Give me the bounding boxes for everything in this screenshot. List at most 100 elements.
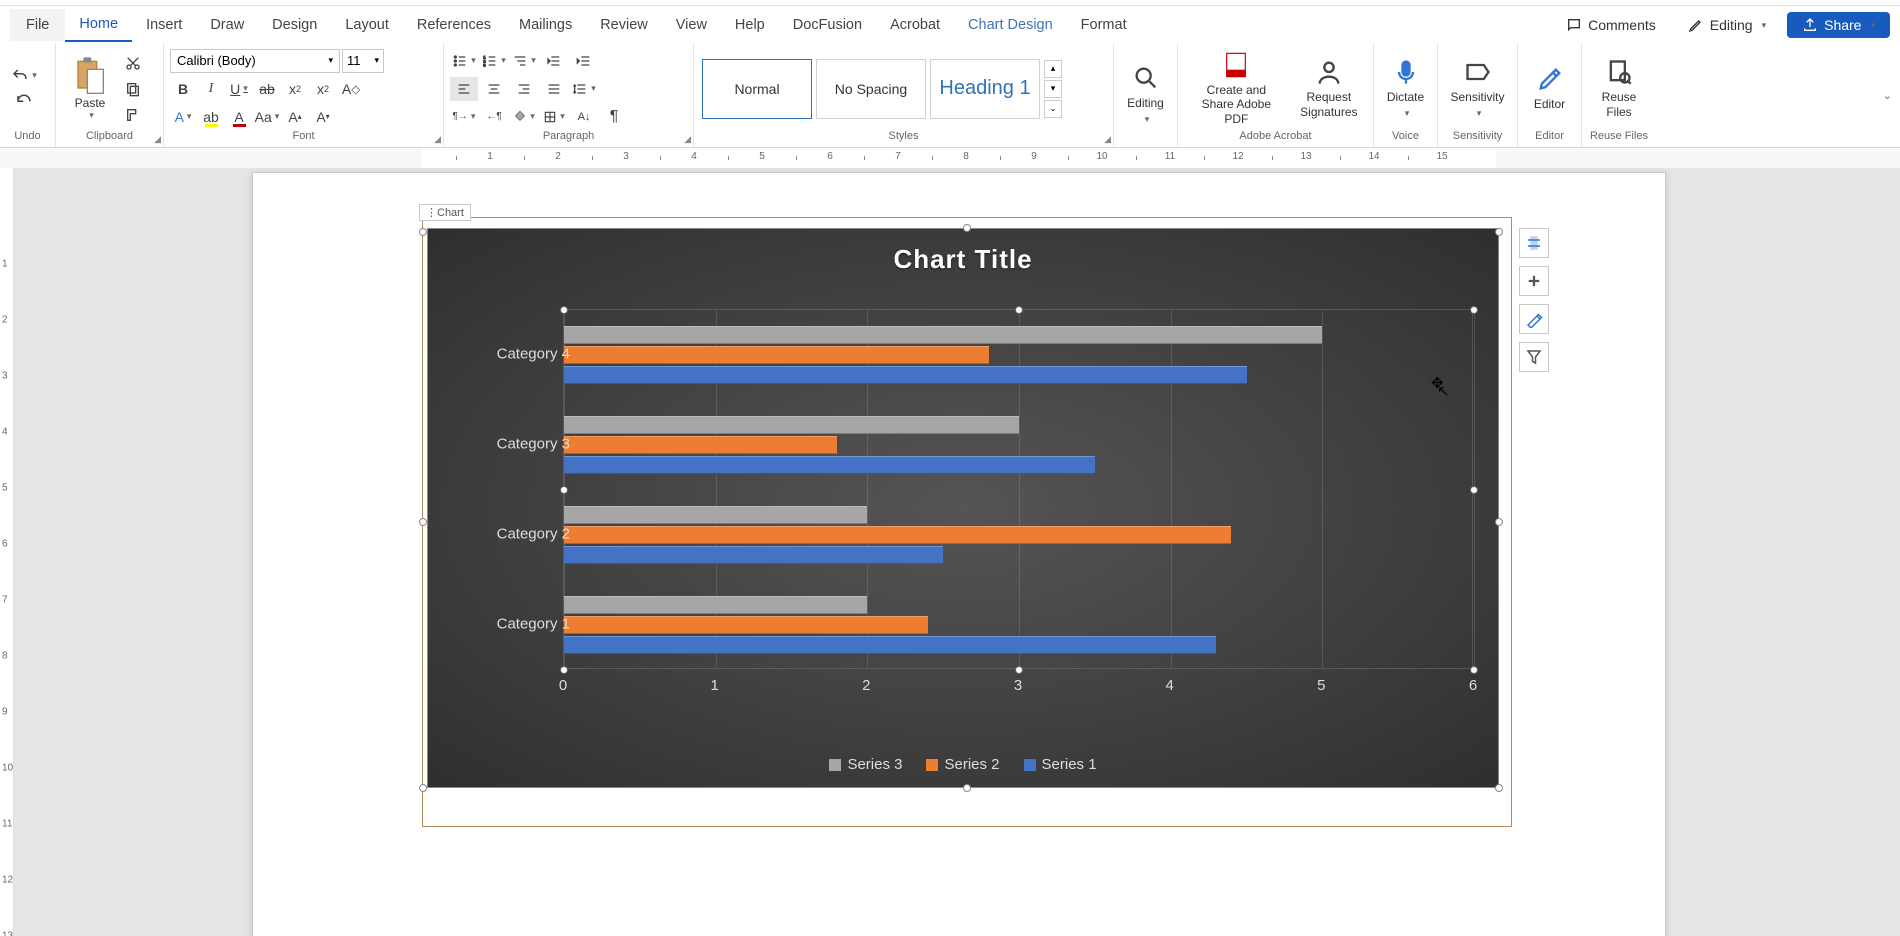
styles-launcher[interactable]: ◢ (1104, 134, 1111, 145)
bar[interactable] (564, 546, 943, 564)
subscript-button[interactable]: x2 (282, 77, 308, 101)
font-size-select[interactable]: 11▾ (342, 49, 384, 73)
bar[interactable] (564, 346, 989, 364)
tab-view[interactable]: View (662, 9, 721, 41)
chart-styles-button[interactable] (1519, 304, 1549, 334)
undo-button[interactable] (10, 65, 38, 87)
underline-button[interactable]: U (226, 77, 252, 101)
cut-button[interactable] (120, 52, 146, 74)
sel-handle-tr[interactable] (1495, 228, 1503, 236)
bar[interactable] (564, 506, 867, 524)
chart-title[interactable]: Chart Title (428, 244, 1498, 275)
sel-handle-tc[interactable] (963, 224, 971, 232)
style-normal[interactable]: Normal (702, 59, 812, 119)
bar[interactable] (564, 616, 928, 634)
bar[interactable] (564, 526, 1231, 544)
chart-filters-button[interactable] (1519, 342, 1549, 372)
bar[interactable] (564, 636, 1216, 654)
align-right-button[interactable] (510, 77, 538, 101)
paragraph-launcher[interactable]: ◢ (684, 134, 691, 145)
styles-scroll-up[interactable]: ▴ (1044, 60, 1062, 78)
plot-sel-handle[interactable] (1470, 486, 1478, 494)
plot-sel-handle[interactable] (560, 486, 568, 494)
sensitivity-button[interactable]: Sensitivity (1444, 54, 1511, 123)
paste-button[interactable]: Paste (62, 51, 118, 127)
plot-sel-handle[interactable] (1015, 666, 1023, 674)
font-name-select[interactable]: Calibri (Body)▾ (170, 49, 340, 73)
bar[interactable] (564, 326, 1322, 344)
copy-button[interactable] (120, 78, 146, 100)
sort-button[interactable]: A↓ (570, 105, 598, 129)
decrease-indent-button[interactable] (540, 49, 568, 73)
bar[interactable] (564, 596, 867, 614)
plot-sel-handle[interactable] (1470, 306, 1478, 314)
styles-scroll-down[interactable]: ▾ (1044, 80, 1062, 98)
clear-format-button[interactable]: A◇ (338, 77, 364, 101)
redo-button[interactable] (10, 91, 38, 113)
grow-font-button[interactable]: A▴ (282, 105, 308, 129)
tab-references[interactable]: References (403, 9, 505, 41)
plot-sel-handle[interactable] (560, 666, 568, 674)
superscript-button[interactable]: x2 (310, 77, 336, 101)
sel-handle-bc[interactable] (963, 784, 971, 792)
tab-insert[interactable]: Insert (132, 9, 196, 41)
chart-elements-button[interactable] (1519, 266, 1549, 296)
change-case-button[interactable]: Aa (254, 105, 280, 129)
editing-mode-button[interactable]: Editing (1677, 12, 1777, 38)
tab-draw[interactable]: Draw (196, 9, 258, 41)
bar[interactable] (564, 366, 1247, 384)
editor-button[interactable]: Editor (1524, 61, 1575, 115)
legend-item[interactable]: Series 3 (829, 756, 902, 773)
tab-docfusion[interactable]: DocFusion (779, 9, 876, 41)
shading-button[interactable] (510, 105, 538, 129)
vertical-ruler[interactable]: 12345678910111213141516 (0, 168, 14, 936)
strikethrough-button[interactable]: ab (254, 77, 280, 101)
legend-item[interactable]: Series 1 (1024, 756, 1097, 773)
bold-button[interactable]: B (170, 77, 196, 101)
tab-format[interactable]: Format (1067, 9, 1141, 41)
plot-sel-handle[interactable] (1470, 666, 1478, 674)
text-effects-button[interactable]: A (170, 105, 196, 129)
tab-acrobat[interactable]: Acrobat (876, 9, 954, 41)
font-launcher[interactable]: ◢ (434, 134, 441, 145)
sel-handle-br[interactable] (1495, 784, 1503, 792)
highlight-button[interactable]: ab (198, 105, 224, 129)
reuse-files-button[interactable]: Reuse Files (1588, 54, 1650, 123)
plot-sel-handle[interactable] (1015, 306, 1023, 314)
bar[interactable] (564, 416, 1019, 434)
chart-canvas[interactable]: Chart Title Series 3Series 2Series 1 012… (427, 228, 1499, 788)
borders-button[interactable] (540, 105, 568, 129)
page[interactable]: ⋮Chart Chart Title Series 3Series 2Serie… (252, 172, 1666, 936)
tab-layout[interactable]: Layout (331, 9, 403, 41)
clipboard-launcher[interactable]: ◢ (154, 134, 161, 145)
tab-help[interactable]: Help (721, 9, 779, 41)
shrink-font-button[interactable]: A▾ (310, 105, 336, 129)
align-left-button[interactable] (450, 77, 478, 101)
share-button[interactable]: Share (1787, 12, 1890, 38)
numbering-button[interactable]: 123 (480, 49, 508, 73)
styles-expand[interactable]: ⌄ (1044, 100, 1062, 118)
plot-sel-handle[interactable] (560, 306, 568, 314)
chart-legend[interactable]: Series 3Series 2Series 1 (428, 756, 1498, 773)
format-painter-button[interactable] (120, 104, 146, 126)
sel-handle-mr[interactable] (1495, 518, 1503, 526)
tab-chart-design[interactable]: Chart Design (954, 9, 1067, 41)
bar[interactable] (564, 456, 1095, 474)
ribbon-collapse-button[interactable]: ⌄ (1883, 89, 1892, 102)
style-heading1[interactable]: Heading 1 (930, 59, 1040, 119)
increase-indent-button[interactable] (570, 49, 598, 73)
plot-area[interactable] (563, 309, 1473, 669)
sel-handle-bl[interactable] (419, 784, 427, 792)
italic-button[interactable]: I (198, 77, 224, 101)
horizontal-ruler[interactable]: 123456789101112131415 (0, 148, 1900, 168)
style-no-spacing[interactable]: No Spacing (816, 59, 926, 119)
dictate-button[interactable]: Dictate (1380, 54, 1431, 123)
tab-file[interactable]: File (10, 9, 65, 41)
rtl-button[interactable]: ←¶ (480, 105, 508, 129)
tab-design[interactable]: Design (258, 9, 331, 41)
tab-review[interactable]: Review (586, 9, 662, 41)
request-sig-button[interactable]: Request Signatures (1291, 54, 1367, 123)
sel-handle-tl[interactable] (419, 228, 427, 236)
justify-button[interactable] (540, 77, 568, 101)
create-pdf-button[interactable]: Create and Share Adobe PDF (1184, 47, 1289, 130)
